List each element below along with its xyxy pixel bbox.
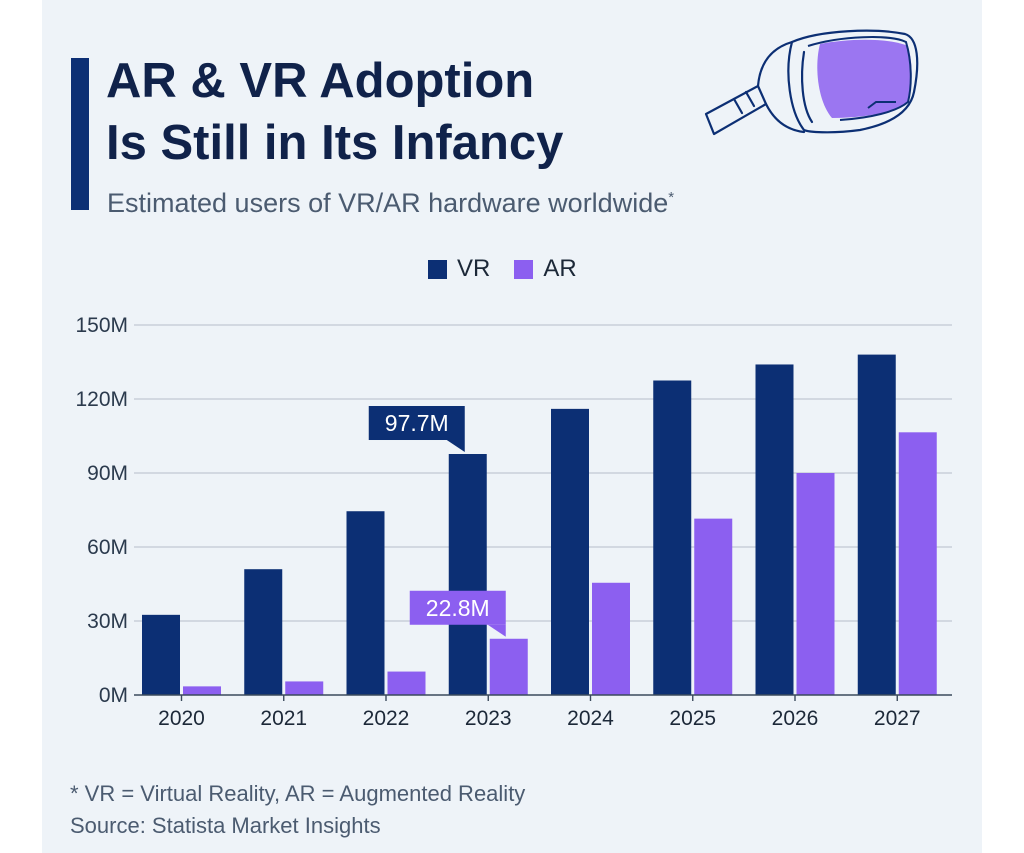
footnote-marker: *: [668, 189, 675, 206]
bar-ar-2024: [592, 582, 630, 695]
bar-vr-2027: [857, 354, 896, 695]
chart-subtitle-text: Estimated users of VR/AR hardware worldw…: [107, 188, 669, 218]
chart-title: AR & VR Adoption Is Still in Its Infancy: [106, 50, 706, 174]
y-tick-label: 60M: [87, 536, 128, 559]
x-tick-label: 2022: [363, 707, 410, 730]
chart-footer: * VR = Virtual Reality, AR = Augmented R…: [70, 778, 525, 842]
data-label: 22.8M: [426, 595, 490, 621]
bar-vr-2021: [244, 569, 283, 695]
footnote-text: * VR = Virtual Reality, AR = Augmented R…: [70, 781, 526, 806]
x-tick-label: 2023: [465, 707, 512, 730]
bar-ar-2026: [796, 473, 835, 695]
callout-pointer: [487, 624, 506, 637]
bar-vr-2026: [755, 364, 794, 695]
x-tick-label: 2024: [567, 707, 614, 730]
legend-item-ar: AR: [514, 255, 577, 283]
bar-ar-2027: [898, 432, 937, 695]
x-tick-label: 2027: [874, 707, 921, 730]
bar-vr-2025: [653, 380, 692, 695]
bar-ar-2023: [489, 638, 528, 695]
bar-vr-2022: [346, 511, 385, 695]
callout-pointer: [446, 440, 465, 453]
legend-item-vr: VR: [428, 255, 490, 283]
bar-ar-2025: [694, 518, 733, 695]
bar-vr-2023: [448, 454, 487, 695]
chart-legend: VR AR: [428, 254, 577, 284]
infographic-card: [42, 0, 982, 853]
legend-swatch-ar: [514, 259, 534, 279]
chart-subtitle: Estimated users of VR/AR hardware worldw…: [107, 180, 674, 221]
bar-ar-2020: [183, 686, 221, 695]
source-text: Source: Statista Market Insights: [70, 813, 381, 838]
bar-ar-2022: [387, 671, 426, 695]
bar-ar-2021: [285, 681, 324, 695]
y-tick-label: 0M: [99, 684, 128, 707]
bar-vr-2020: [142, 614, 180, 695]
legend-swatch-vr: [428, 259, 447, 279]
data-label: 97.7M: [385, 410, 449, 436]
bar-vr-2024: [551, 408, 589, 695]
x-tick-label: 2020: [158, 707, 205, 730]
y-tick-label: 90M: [87, 462, 128, 485]
legend-label-ar: AR: [543, 255, 577, 282]
y-tick-label: 30M: [87, 610, 128, 633]
y-tick-label: 150M: [75, 314, 128, 337]
y-tick-label: 120M: [75, 388, 128, 411]
chart-title-line-1: AR & VR Adoption: [106, 54, 535, 108]
legend-label-vr: VR: [457, 255, 491, 282]
x-tick-label: 2021: [260, 707, 307, 730]
callout-box: [368, 406, 465, 441]
x-tick-label: 2026: [772, 707, 819, 730]
title-accent-bar: [71, 58, 89, 210]
vr-headset-icon: [704, 29, 919, 136]
chart-title-line-2: Is Still in Its Infancy: [106, 116, 564, 170]
callout-box: [409, 590, 506, 625]
x-tick-label: 2025: [669, 707, 716, 730]
